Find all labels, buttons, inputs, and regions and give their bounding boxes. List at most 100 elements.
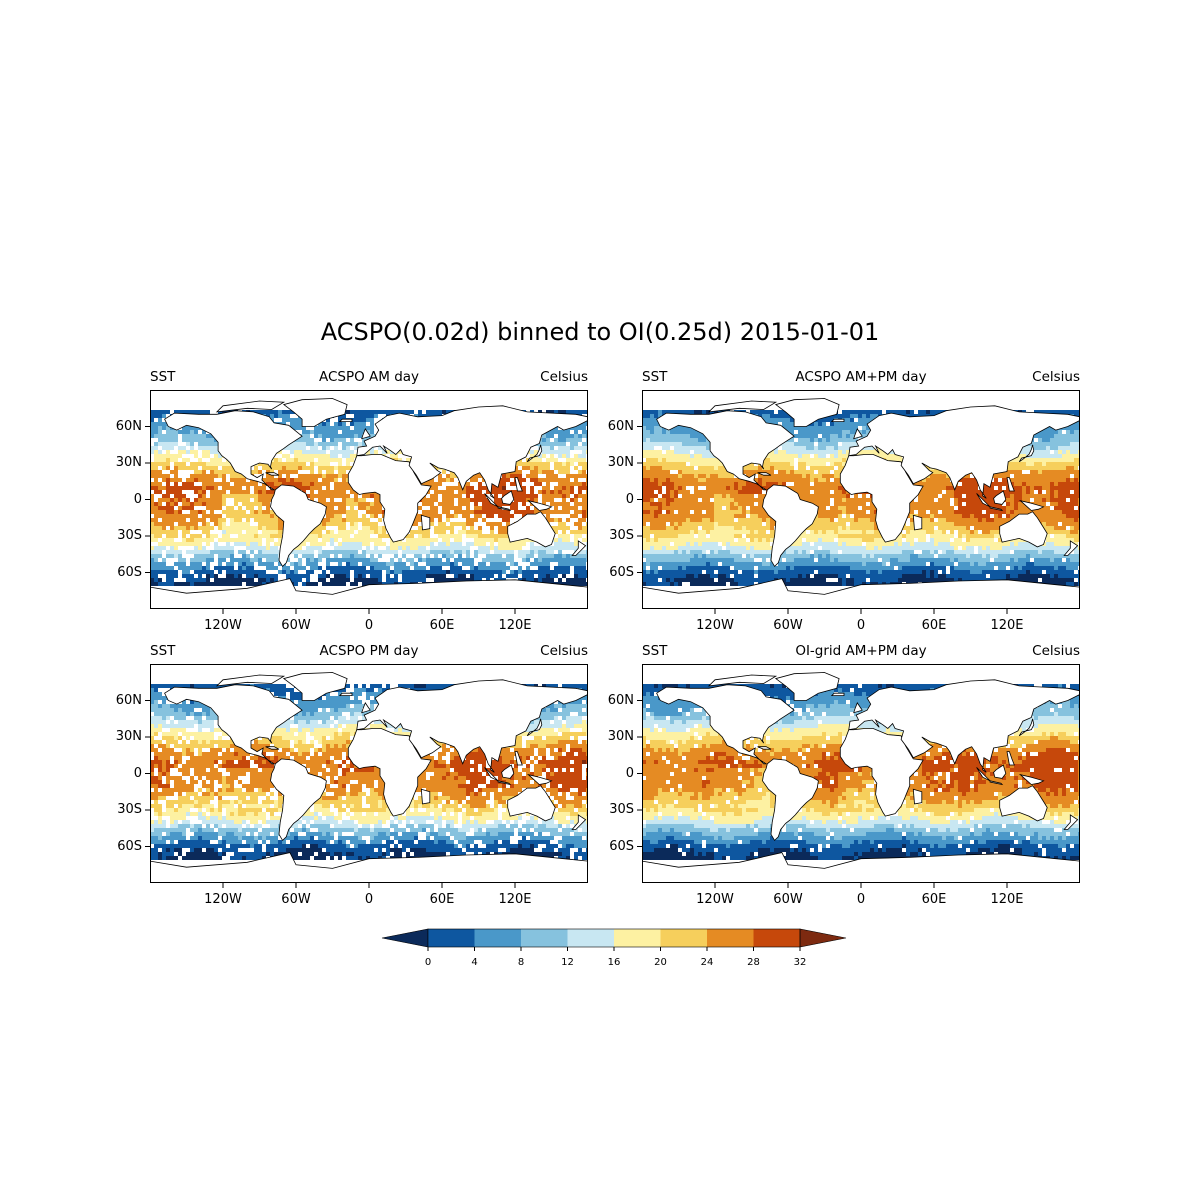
map-panel-3: SST ACSPO PM day Celsius 60N 30N 0 30S 60S 120W 6… (116, 643, 588, 924)
landmass (848, 405, 1080, 499)
landmass (656, 684, 795, 765)
landmass (757, 472, 772, 476)
landmass (989, 780, 1004, 786)
landmass (830, 692, 845, 696)
lat-tick-label: 30S (117, 528, 142, 543)
landmass (853, 702, 863, 714)
colorbar-tick-label: 16 (607, 957, 621, 968)
landmass (282, 672, 348, 701)
landmass (282, 398, 348, 427)
panel-center-label: ACSPO AM day (318, 369, 420, 385)
panel-center-label: ACSPO PM day (319, 643, 419, 659)
colorbar-swatch (567, 929, 614, 947)
landmass (338, 418, 353, 422)
lat-tick-label: 0 (133, 765, 142, 781)
landmass (507, 511, 556, 548)
map-panel-1: SST ACSPO AM day Celsius 60N 30N 0 30S 60S 120W 6… (116, 369, 588, 650)
landmass (514, 751, 523, 766)
colorbar-tick-label: 12 (561, 957, 574, 968)
landmass (497, 780, 512, 786)
lat-tick-label: 30S (609, 802, 634, 817)
map-plot (637, 664, 1080, 888)
panel-left-label: SST (642, 643, 668, 659)
figure-title: ACSPO(0.02d) binned to OI(0.25d) 2015-01… (320, 318, 880, 346)
colorbar-swatch (474, 929, 521, 947)
landmass (361, 428, 371, 440)
landmass (356, 679, 588, 773)
lon-tick-label: 60E (429, 892, 455, 907)
landmass (526, 444, 543, 463)
lon-tick-label: 60W (773, 618, 803, 633)
colorbar-over-arrow (799, 928, 847, 948)
colorbar-swatch (753, 929, 800, 947)
lat-tick-label: 30S (609, 528, 634, 543)
landmass (989, 506, 1004, 512)
landmass (1018, 444, 1035, 463)
lat-tick-label: 60S (609, 838, 634, 854)
landmass (571, 540, 587, 556)
landmass (1018, 718, 1035, 737)
colorbar-tick-label: 28 (747, 957, 760, 968)
landmass (356, 405, 588, 499)
lat-tick-label: 0 (625, 491, 634, 507)
landmass (999, 785, 1048, 822)
panel-center-label: OI-grid AM+PM day (795, 643, 927, 659)
landmass (265, 746, 280, 750)
coastlines (642, 398, 1080, 609)
landmass (150, 578, 588, 609)
lat-tick-label: 60S (117, 564, 142, 580)
lon-tick-label: 120E (990, 618, 1024, 633)
lat-tick-label: 30N (115, 455, 142, 470)
landmass (164, 684, 303, 765)
lon-tick-label: 120W (204, 892, 242, 907)
landmass (347, 728, 432, 817)
colorbar-swatch (428, 929, 475, 947)
landmass (774, 398, 840, 427)
map-plot (637, 390, 1080, 614)
map-panel-4: SST OI-grid AM+PM day Celsius 60N 30N 0 30S 60S… (608, 643, 1080, 924)
colorbar-tick-label: 20 (654, 957, 667, 968)
landmass (526, 773, 553, 785)
lon-tick-label: 60W (281, 618, 311, 633)
coastlines (642, 672, 1080, 883)
lon-tick-label: 120E (498, 892, 532, 907)
landmass (571, 814, 587, 830)
landmass (361, 702, 371, 714)
lon-tick-label: 120W (204, 618, 242, 633)
landmass (164, 410, 303, 491)
colorbar-under-arrow (381, 928, 429, 948)
lat-tick-label: 60S (609, 564, 634, 580)
lat-tick-label: 0 (625, 765, 634, 781)
landmass (774, 672, 840, 701)
lon-tick-label: 60E (921, 618, 947, 633)
colorbar-tick-label: 4 (471, 957, 478, 968)
lat-tick-label: 0 (133, 491, 142, 507)
landmass (1018, 499, 1045, 511)
landmass (501, 764, 515, 779)
map-plot (145, 390, 588, 614)
colorbar-swatch (614, 929, 661, 947)
landmass (839, 728, 924, 817)
lon-tick-label: 0 (856, 892, 866, 907)
map-frame (642, 390, 1080, 609)
landmass (1063, 814, 1079, 830)
landmass (270, 758, 327, 842)
colorbar-swatch (660, 929, 707, 947)
lon-tick-label: 0 (364, 618, 374, 633)
landmass (526, 499, 553, 511)
coastlines (150, 672, 588, 883)
colorbar-tick-label: 8 (517, 957, 525, 968)
lon-tick-label: 0 (364, 892, 374, 907)
landmass (993, 490, 1007, 505)
lon-tick-label: 120W (696, 892, 734, 907)
colorbar-swatch (521, 929, 568, 947)
landmass (757, 746, 772, 750)
panel-left-label: SST (642, 369, 668, 385)
panel-left-label: SST (150, 643, 176, 659)
map-plot (145, 664, 588, 888)
sst-map (637, 664, 1080, 888)
landmass (1018, 773, 1045, 785)
landmass (912, 514, 923, 531)
panel-right-label: Celsius (1032, 643, 1080, 659)
sst-map (145, 664, 588, 888)
